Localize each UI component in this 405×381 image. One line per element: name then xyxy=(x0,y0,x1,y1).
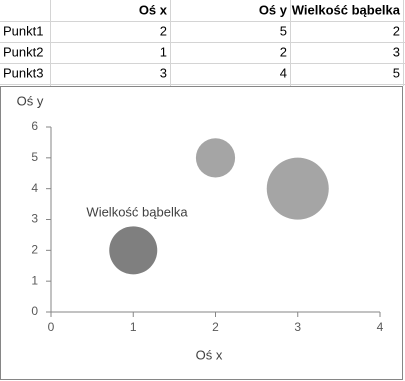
row-label: Punkt1 xyxy=(3,23,43,38)
cell: 2 xyxy=(160,23,167,38)
row-label: Punkt2 xyxy=(3,44,43,59)
cell: 2 xyxy=(280,44,287,59)
row-label: Punkt3 xyxy=(3,65,43,80)
cell: 3 xyxy=(393,44,400,59)
cell: 3 xyxy=(160,65,167,80)
chart: 0 1 2 3 4 5 6 0 1 2 3 4 Oś y Oś x Wielkość bąbelka xyxy=(17,93,384,362)
column-header: Oś x xyxy=(139,2,168,17)
bubble xyxy=(195,138,236,178)
column-header: Wielkość bąbelka xyxy=(292,2,401,17)
x-axis-title: Oś x xyxy=(196,347,223,362)
y-tick-label: 4 xyxy=(31,181,38,195)
y-tick-label: 5 xyxy=(31,150,38,164)
column-header: Oś y xyxy=(259,2,288,17)
x-tick-label: 1 xyxy=(130,320,137,334)
y-axis-title: Oś y xyxy=(17,93,44,108)
x-tick-label: 3 xyxy=(294,320,301,334)
chart-area[interactable] xyxy=(0,86,403,380)
y-tick-label: 1 xyxy=(31,273,38,287)
cell: 4 xyxy=(280,65,287,80)
bubble xyxy=(109,226,158,275)
annotation: Wielkość bąbelka xyxy=(86,204,188,219)
x-tick-label: 0 xyxy=(48,320,55,334)
y-tick-label: 0 xyxy=(31,304,38,318)
x-tick-label: 4 xyxy=(377,320,384,334)
cell: 5 xyxy=(393,65,400,80)
cell-grid xyxy=(0,0,405,86)
bubble xyxy=(266,157,329,220)
y-tick-label: 6 xyxy=(31,119,38,133)
y-tick-label: 3 xyxy=(31,212,38,226)
y-tick-label: 2 xyxy=(31,243,38,257)
x-tick-label: 2 xyxy=(212,320,219,334)
cell: 5 xyxy=(280,23,287,38)
cell: 2 xyxy=(393,23,400,38)
cell: 1 xyxy=(160,44,167,59)
